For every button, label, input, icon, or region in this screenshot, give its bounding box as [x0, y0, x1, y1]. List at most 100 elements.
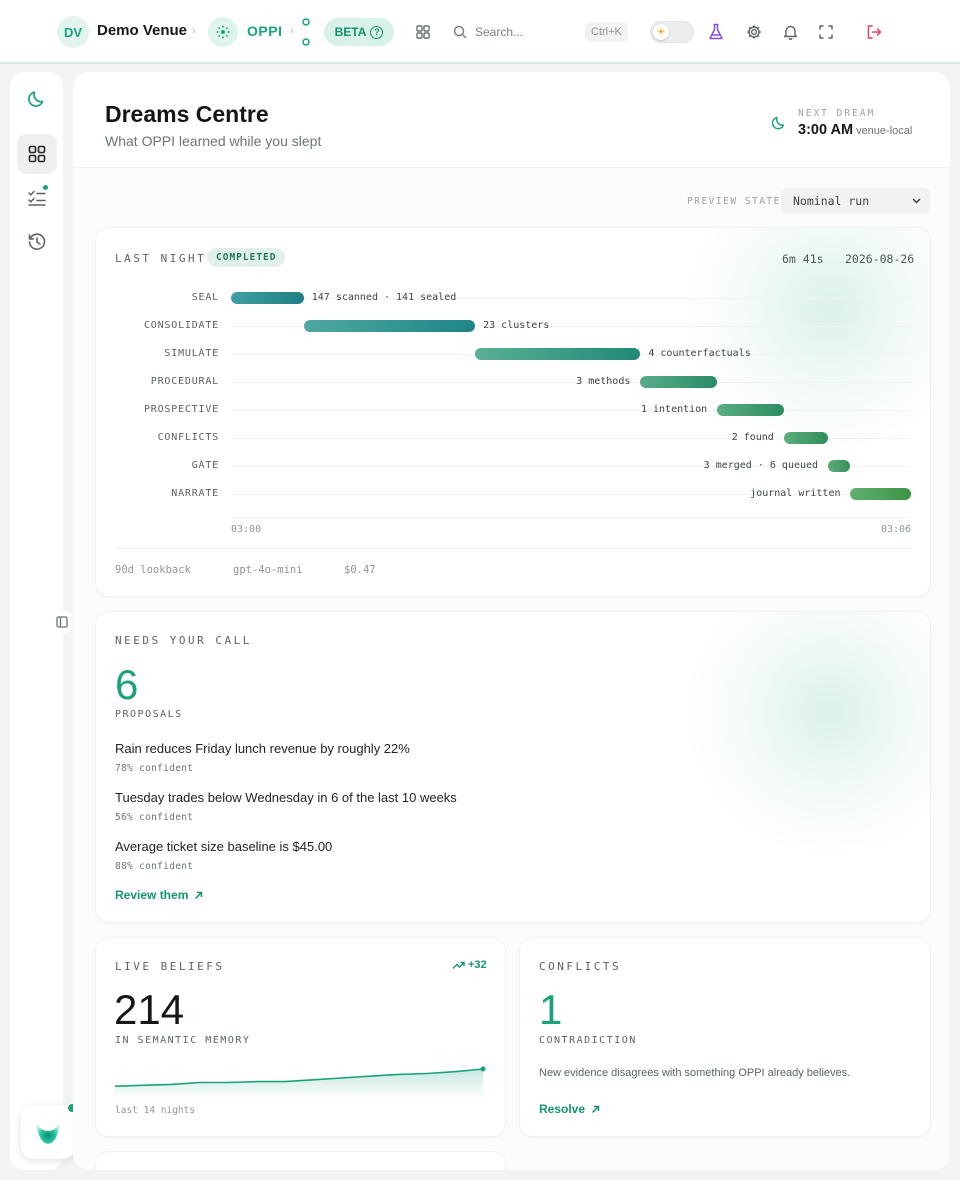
belief-trend-value: +32 — [468, 959, 487, 971]
page-subtitle: What OPPI learned while you slept — [105, 133, 322, 149]
axis-end-label: 03:06 — [881, 524, 912, 535]
stage-bar[interactable] — [783, 432, 829, 444]
search-shortcut-hint: Ctrl+K — [585, 22, 628, 42]
belief-sparkline — [115, 1066, 486, 1099]
proposal-count-label: PROPOSALS — [115, 709, 183, 720]
stage-bar[interactable] — [231, 292, 304, 304]
search-input[interactable] — [475, 25, 575, 39]
proposal-text[interactable]: Rain reduces Friday lunch revenue by rou… — [115, 741, 410, 756]
main-content: Dreams Centre What OPPI learned while yo… — [73, 72, 950, 1170]
next-card-peek — [95, 1151, 506, 1170]
sidebar-item-dashboard[interactable] — [17, 134, 57, 174]
stage-note: 4 counterfactuals — [648, 348, 751, 359]
stage-label: SIMULATE — [164, 348, 219, 359]
resolve-conflicts-link[interactable]: Resolve — [539, 1102, 600, 1116]
stage-gridline — [231, 466, 911, 467]
venue-name[interactable]: Demo Venue — [97, 22, 188, 39]
app-name[interactable]: OPPI — [247, 23, 283, 39]
preview-state-label: PREVIEW STATE — [687, 196, 781, 207]
stage-gridline — [231, 298, 911, 299]
sidebar-item-dreams[interactable] — [17, 79, 57, 119]
search-bar[interactable]: Ctrl+K — [445, 18, 635, 46]
sun-icon: ☀ — [653, 24, 669, 40]
logout-icon[interactable] — [864, 22, 884, 42]
moon-icon — [28, 91, 44, 107]
apps-grid-icon[interactable] — [413, 22, 433, 42]
stage-label: CONSOLIDATE — [143, 320, 219, 331]
venue-switcher-icon[interactable] — [300, 16, 312, 48]
belief-count: 214 — [114, 986, 185, 1033]
next-dream-time-value: 3:00 AM — [798, 122, 854, 138]
card-glow-decoration — [670, 612, 930, 852]
lookback-label: 90d lookback — [115, 564, 191, 576]
sparkline-area — [115, 1069, 483, 1099]
breadcrumb-separator-icon: › — [290, 25, 294, 37]
stage-label: GATE — [191, 460, 219, 471]
live-beliefs-card: LIVE BELIEFS +32 214 IN SEMANTIC MEMORY … — [95, 937, 506, 1137]
last-night-title: LAST NIGHT — [115, 252, 207, 265]
stage-bar[interactable] — [475, 348, 641, 360]
grid-icon — [28, 145, 46, 163]
proposal-count: 6 — [115, 661, 139, 708]
next-dream-zone: venue-local — [856, 125, 913, 137]
stage-bar[interactable] — [828, 460, 851, 472]
review-proposals-link[interactable]: Review them — [115, 888, 203, 902]
stage-gridline — [231, 410, 911, 411]
assistant-logo-icon — [36, 1123, 60, 1144]
fullscreen-icon[interactable] — [816, 22, 836, 42]
theme-toggle[interactable]: ☀ — [650, 21, 694, 43]
stage-note: 147 scanned · 141 sealed — [311, 292, 457, 303]
sidebar-item-history[interactable] — [17, 222, 57, 262]
proposal-text[interactable]: Average ticket size baseline is $45.00 — [115, 839, 333, 854]
beta-label: BETA — [334, 25, 367, 39]
stage-note: 23 clusters — [483, 320, 550, 331]
conflict-count-label: CONTRADICTION — [539, 1035, 637, 1046]
stage-label: CONFLICTS — [157, 432, 219, 443]
gear-icon[interactable] — [744, 22, 764, 42]
belief-trend: +32 — [452, 959, 487, 971]
flask-icon[interactable] — [706, 22, 726, 42]
chevron-down-icon — [911, 195, 922, 209]
preview-state-select[interactable]: Nominal run — [781, 188, 930, 214]
venue-avatar[interactable]: DV — [57, 16, 89, 48]
sparkline-line — [115, 1068, 484, 1087]
preview-state-value: Nominal run — [793, 194, 870, 208]
checklist-icon — [28, 190, 46, 206]
needs-call-title: NEEDS YOUR CALL — [115, 634, 252, 647]
resolve-label: Resolve — [539, 1102, 586, 1116]
moon-icon — [771, 115, 787, 136]
axis-start-label: 03:00 — [231, 524, 262, 535]
arrow-up-right-icon — [195, 891, 203, 899]
needs-your-call-card: NEEDS YOUR CALL 6 PROPOSALS Rain reduces… — [95, 611, 931, 923]
stage-bar[interactable] — [303, 320, 476, 332]
proposal-confidence: 78% confident — [115, 763, 194, 774]
run-date: 2026-08-26 — [845, 252, 915, 266]
next-dream-label: NEXT DREAM — [798, 108, 876, 119]
assistant-button[interactable] — [21, 1103, 77, 1159]
stage-label: PROCEDURAL — [150, 376, 219, 387]
bell-icon[interactable] — [780, 22, 800, 42]
stage-bar[interactable] — [717, 404, 784, 416]
oppi-logo-icon — [208, 17, 238, 47]
sidebar-item-tasks[interactable] — [17, 178, 57, 218]
stage-gridline — [231, 326, 911, 327]
review-label: Review them — [115, 888, 189, 902]
status-badge: COMPLETED — [207, 248, 286, 267]
history-icon — [28, 233, 46, 250]
stage-bar[interactable] — [850, 488, 911, 500]
stage-note: 1 intention — [640, 404, 708, 415]
stage-bar[interactable] — [640, 376, 718, 388]
sidebar-collapse-button[interactable] — [52, 611, 72, 633]
proposal-confidence: 88% confident — [115, 861, 194, 872]
cost-label: $0.47 — [344, 564, 376, 576]
proposal-text[interactable]: Tuesday trades below Wednesday in 6 of t… — [115, 790, 457, 805]
next-dream-time: 3:00 AM venue-local — [798, 122, 912, 138]
beta-badge[interactable]: BETA ? — [324, 18, 394, 46]
conflict-description: New evidence disagrees with something OP… — [539, 1067, 851, 1079]
model-label: gpt-4o-mini — [233, 564, 303, 576]
proposal-confidence: 56% confident — [115, 812, 194, 823]
help-icon: ? — [370, 25, 384, 39]
live-beliefs-title: LIVE BELIEFS — [115, 960, 225, 973]
trending-up-icon — [452, 961, 465, 969]
stage-note: 3 merged · 6 queued — [703, 460, 819, 471]
